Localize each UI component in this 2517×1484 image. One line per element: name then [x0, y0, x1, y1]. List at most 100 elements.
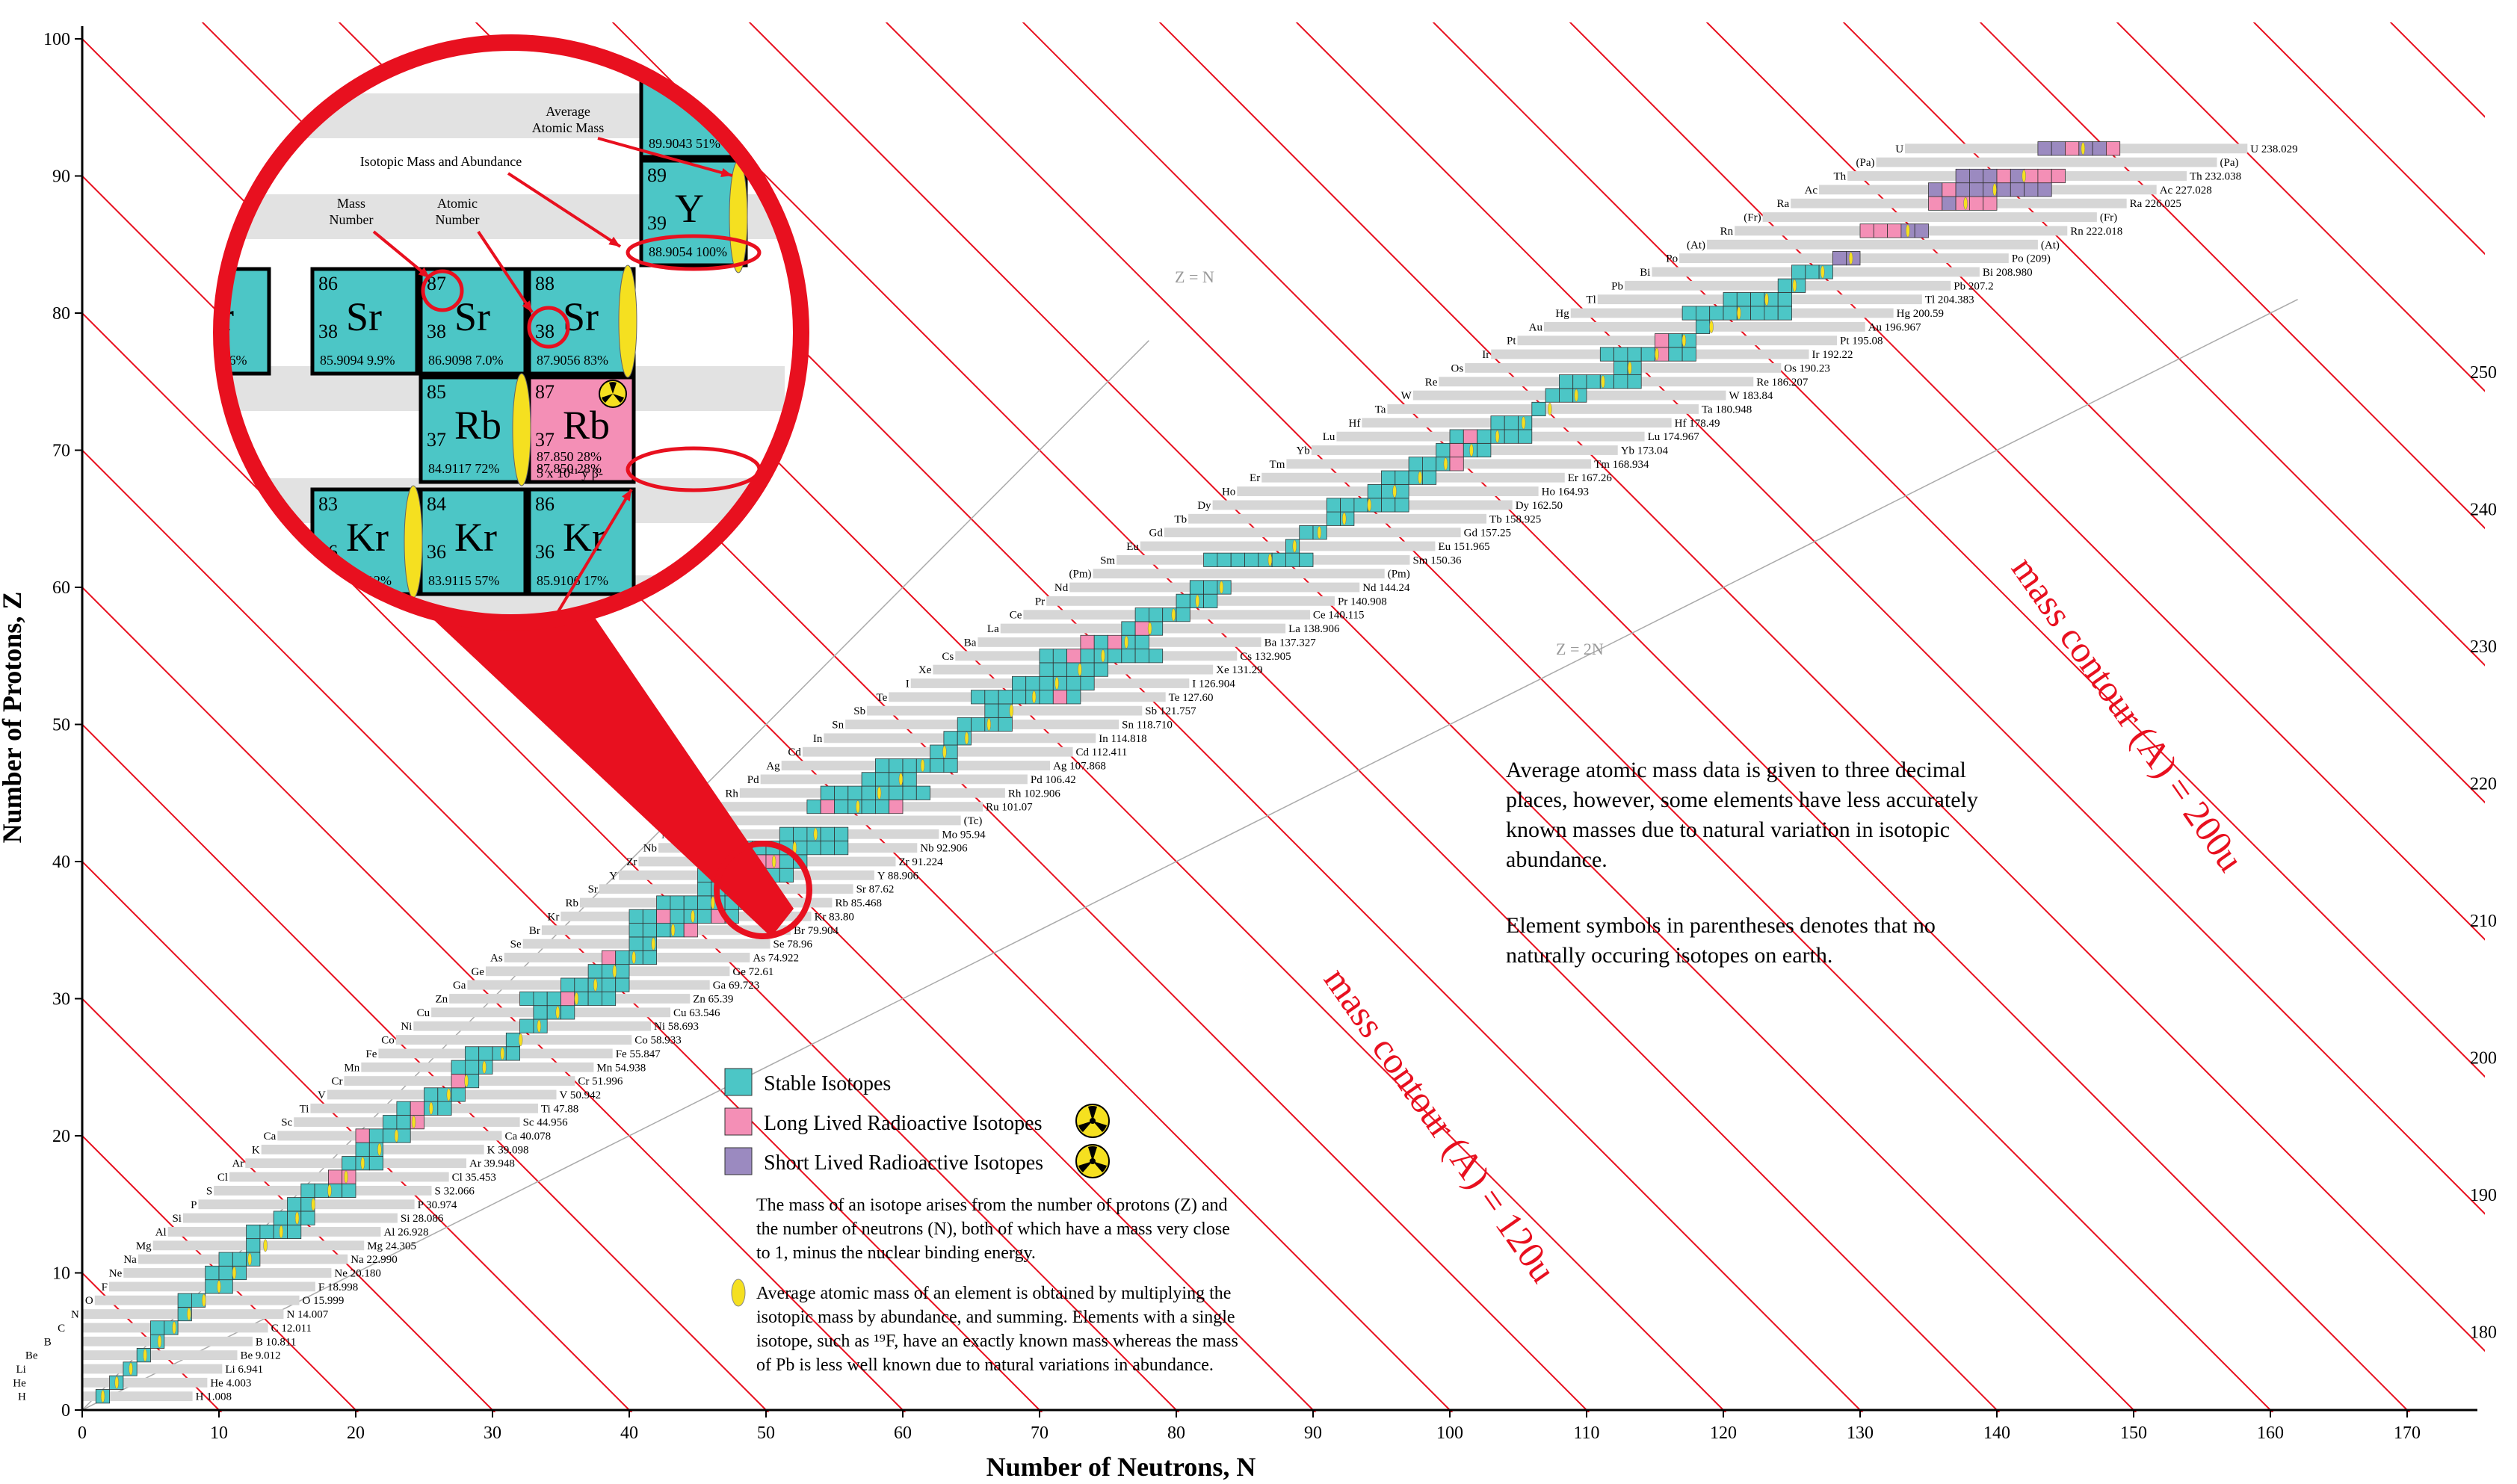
average-mass-marker	[157, 1335, 162, 1348]
isotope-cell	[1285, 552, 1300, 567]
zoom-mass-number: 86	[318, 273, 338, 294]
average-mass-marker	[1521, 416, 1526, 430]
zoom-arrowhead	[608, 236, 620, 247]
isotope-cell	[1436, 457, 1451, 472]
zoom-callout-arrow	[507, 172, 622, 248]
average-mass-marker	[537, 1019, 542, 1033]
average-mass-marker	[100, 1390, 105, 1403]
isotope-cell	[314, 1183, 329, 1198]
isotope-cell	[1996, 168, 2011, 184]
isotope-cell	[2037, 168, 2052, 184]
zoom-arrowhead	[522, 300, 532, 312]
mass-contour-tick-label: 200	[2470, 1049, 2497, 1069]
isotope-cell	[1039, 690, 1054, 705]
element-symbol-left: H	[18, 1391, 26, 1403]
isotope-cell	[1176, 607, 1190, 622]
element-mass-label: Cu 63.546	[673, 1007, 720, 1019]
average-mass-marker	[1147, 622, 1152, 635]
average-mass-marker	[612, 965, 617, 978]
element-mass-label: (Pm)	[1388, 569, 1410, 581]
element-symbol-left: Ca	[264, 1131, 277, 1143]
isotope-cell	[998, 717, 1013, 732]
isotope-cell	[1942, 196, 1957, 211]
isotope-cell	[150, 1334, 165, 1349]
x-tick-label: 100	[1436, 1423, 1463, 1443]
isotope-cell	[1025, 675, 1040, 691]
x-tick-label: 130	[1847, 1423, 1874, 1443]
element-mass-label: Pb 207.2	[1954, 280, 1993, 292]
isotope-cell	[930, 758, 945, 773]
zoom-average-marker	[404, 485, 423, 599]
element-mass-label: Au 196.967	[1868, 321, 1921, 333]
element-labels: H H 1.008 He He 4.003 Li Li 6.941 Be Be 9.012 B B…	[13, 143, 2297, 1403]
element-symbol-left: Eu	[1126, 541, 1139, 553]
isotope-cell	[1723, 292, 1738, 307]
isotope-cell	[1764, 306, 1779, 321]
average-mass-marker	[143, 1349, 147, 1362]
element-symbol-left: B	[44, 1336, 52, 1348]
isotope-cell	[287, 1197, 302, 1212]
average-mass-marker	[731, 1279, 746, 1307]
zoom-mass-number: 89	[647, 164, 667, 186]
isotope-cell	[1367, 483, 1382, 499]
isotope-cell	[2024, 168, 2039, 184]
element-mass-label: U 238.029	[2250, 143, 2297, 155]
element-symbol-left: K	[252, 1144, 260, 1156]
element-mass-label: Rh 102.906	[1008, 788, 1061, 800]
element-mass-label: Ir 192.22	[1812, 349, 1853, 361]
element-mass-label: Ga 69.723	[713, 980, 760, 992]
average-mass-marker	[1367, 498, 1372, 512]
element-symbol-left: Cr	[331, 1076, 342, 1088]
isotope-cell	[930, 744, 945, 759]
y-tick-label: 50	[52, 716, 70, 735]
zoom-symbol: Kr	[346, 515, 389, 560]
average-mass-marker	[631, 950, 636, 964]
zoom-isotope-cell	[419, 267, 528, 376]
element-mass-label: Cs 132.905	[1240, 651, 1291, 663]
element-symbol-left: Y	[609, 870, 617, 882]
average-mass-marker	[1992, 183, 1997, 197]
mass-contour-tick-labels: 180 190 200 210 220 230 240 250	[2470, 363, 2497, 1342]
isotope-cell	[1080, 662, 1095, 677]
x-tick-label: 110	[1573, 1423, 1599, 1443]
isotope-cell	[629, 909, 643, 924]
isotope-cell	[273, 1211, 288, 1225]
element-symbol-left: Os	[1451, 362, 1464, 374]
zoom-callout-arrow	[372, 230, 431, 279]
isotope-cell	[834, 800, 849, 814]
element-symbol-left: V	[318, 1089, 326, 1101]
element-symbol-left: (At)	[1687, 239, 1705, 251]
element-symbol-left: Gd	[1149, 528, 1164, 540]
zoom-atomic-number: 37	[427, 429, 446, 451]
isotope-cell	[902, 785, 917, 800]
isotope-cell	[2092, 141, 2107, 156]
average-mass-marker	[2081, 142, 2086, 155]
zoom-callout-text: Average	[546, 104, 590, 119]
element-symbol-left: He	[13, 1377, 26, 1389]
isotope-cell	[629, 923, 643, 938]
mass-contour-line	[2252, 22, 2485, 256]
average-mass-marker	[1655, 347, 1659, 361]
zoom-mass-number: 88	[535, 273, 555, 294]
x-tick-label: 60	[894, 1423, 912, 1443]
average-mass-marker	[1078, 663, 1082, 676]
isotope-cell	[902, 772, 917, 787]
isotope-cell	[1613, 347, 1628, 362]
element-mass-label: Os 190.23	[1784, 362, 1830, 374]
isotope-cell	[861, 772, 876, 787]
isotope-cell	[642, 909, 657, 924]
isotope-cell	[1613, 374, 1628, 389]
isotope-cell	[1134, 634, 1149, 649]
average-mass-marker	[129, 1362, 133, 1376]
isotope-cell	[232, 1252, 247, 1267]
isotope-cell	[465, 1060, 480, 1075]
isotope-cell	[587, 991, 602, 1007]
isotope-cell	[1777, 306, 1792, 321]
average-mass-marker	[555, 1006, 560, 1019]
average-explanation-line: Average atomic mass of an element is obt…	[756, 1284, 1231, 1303]
element-symbol-left: Br	[529, 925, 540, 937]
zoom-callout-text: Number	[330, 212, 374, 227]
isotope-cell	[1066, 690, 1081, 705]
element-symbol-left: I	[906, 678, 909, 690]
mass-contour-tick-label: 220	[2470, 775, 2497, 794]
